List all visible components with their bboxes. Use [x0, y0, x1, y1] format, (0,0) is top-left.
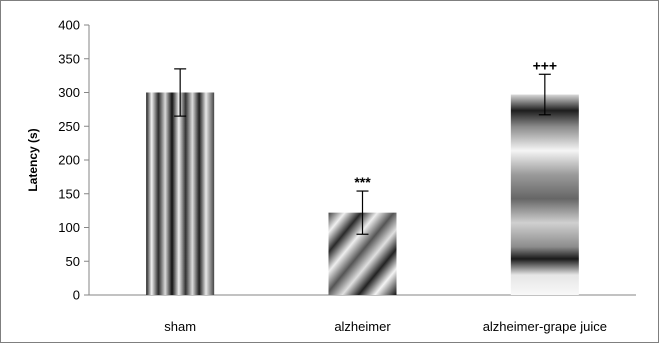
y-tick-label: 150 — [58, 186, 80, 201]
bars: *** +++ — [146, 57, 579, 296]
x-category-label: alzheimer-grape juice — [483, 319, 607, 334]
y-ticks: 0 50 100 150 200 250 300 350 400 — [58, 18, 89, 303]
x-labels: sham alzheimer alzheimer-grape juice — [164, 319, 607, 334]
x-category-label: sham — [164, 319, 196, 334]
y-tick-label: 300 — [58, 85, 80, 100]
y-axis-title: Latency (s) — [26, 128, 40, 191]
y-tick-label: 100 — [58, 220, 80, 235]
y-tick-label: 50 — [66, 254, 80, 269]
x-category-label: alzheimer — [334, 319, 391, 334]
y-tick-label: 200 — [58, 153, 80, 168]
y-tick-label: 250 — [58, 119, 80, 134]
bar-sham — [146, 92, 215, 295]
significance-marker: +++ — [533, 57, 558, 73]
y-tick-label: 350 — [58, 51, 80, 66]
bar-alzheimer-grape-juice — [510, 94, 579, 296]
y-tick-label: 400 — [58, 18, 80, 33]
significance-marker: *** — [354, 174, 371, 190]
y-tick-label: 0 — [73, 288, 80, 303]
